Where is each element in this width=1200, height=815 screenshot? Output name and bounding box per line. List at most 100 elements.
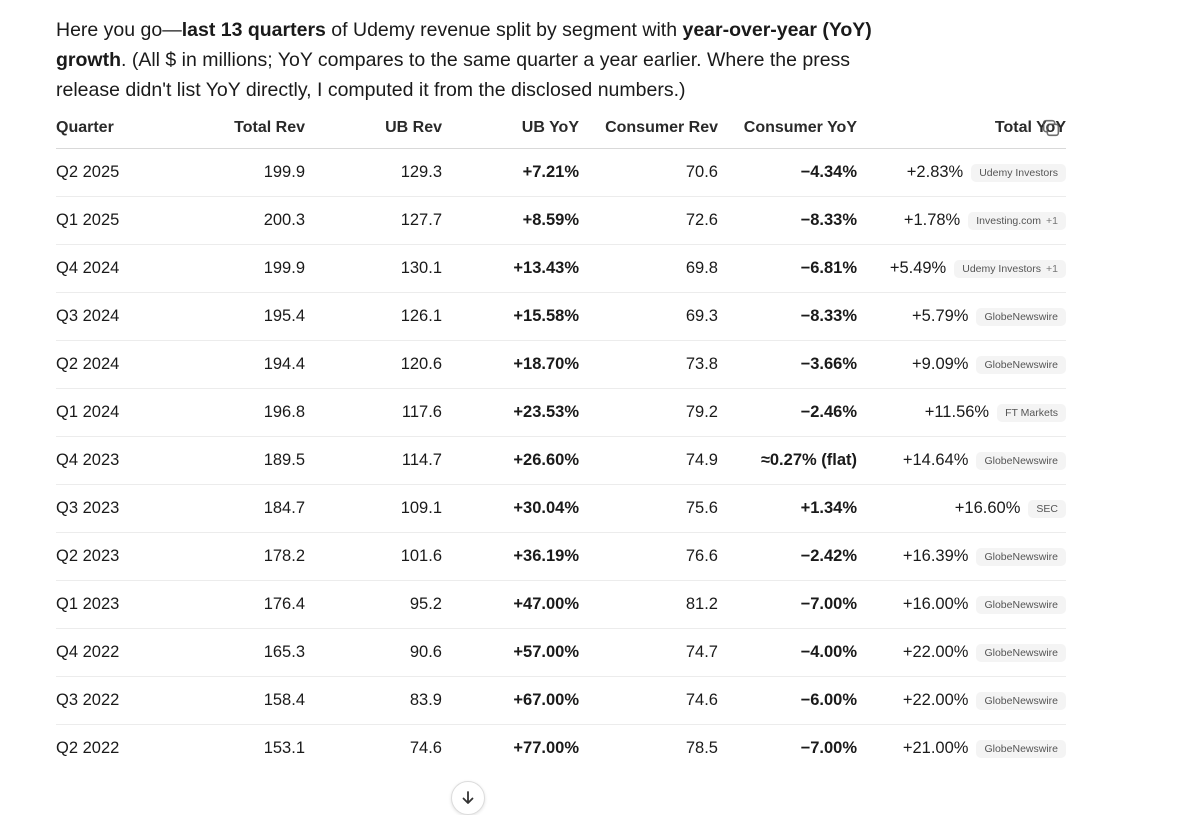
- consumer-yoy-cell: −3.66%: [718, 340, 857, 389]
- header-ub-yoy: UB YoY: [442, 108, 579, 149]
- ub-rev-cell: 101.6: [305, 532, 442, 581]
- consumer-yoy-cell: −8.33%: [718, 292, 857, 341]
- consumer-rev-cell: 74.9: [579, 436, 718, 485]
- ub-rev-cell: 74.6: [409, 739, 442, 757]
- quarter-cell: Q3 2023: [56, 484, 176, 533]
- source-chip[interactable]: GlobeNewswire: [976, 739, 1066, 758]
- ub-yoy-cell: +13.43%: [442, 244, 579, 293]
- table-row: Q2 2024 194.4 120.6 +18.70% 73.8 −3.66% +9.09%…: [56, 340, 1066, 389]
- total-rev-cell: 176.4: [176, 580, 305, 629]
- ub-rev-cell: 117.6: [305, 388, 442, 437]
- consumer-yoy-cell: +1.34%: [718, 484, 857, 533]
- source-more-count: +1: [1046, 214, 1058, 227]
- source-chip[interactable]: SEC: [1028, 499, 1066, 518]
- total-yoy-cell: +5.49% Udemy Investors +1: [857, 244, 1066, 293]
- quarter-cell: Q2 2025: [56, 148, 176, 197]
- quarter-cell: Q1 2023: [56, 580, 176, 629]
- source-chip[interactable]: GlobeNewswire: [976, 355, 1066, 374]
- source-label: GlobeNewswire: [984, 310, 1058, 323]
- ub-rev-cell: 129.3: [305, 148, 442, 197]
- source-chip[interactable]: GlobeNewswire: [976, 691, 1066, 710]
- table-row: Q2 2025 199.9 129.3 +7.21% 70.6 −4.34% +2.83% U…: [56, 148, 1066, 197]
- consumer-rev-cell: 69.3: [579, 292, 718, 341]
- total-yoy-cell: +16.39% GlobeNewswire: [857, 532, 1066, 581]
- header-quarter: Quarter: [56, 108, 176, 149]
- header-ub-rev: UB Rev: [305, 108, 442, 149]
- source-chip[interactable]: GlobeNewswire: [976, 307, 1066, 326]
- consumer-yoy-cell: −2.42%: [718, 532, 857, 581]
- consumer-yoy-cell: −4.00%: [718, 628, 857, 677]
- source-chip[interactable]: Investing.com +1: [968, 211, 1066, 230]
- table-row: Q2 2022 153.1 74.6 +77.00% 78.5 −7.00% +21.00%…: [56, 725, 1066, 773]
- consumer-rev-cell: 79.2: [579, 388, 718, 437]
- total-rev-cell: 184.7: [176, 484, 305, 533]
- ub-rev-cell: 130.1: [305, 244, 442, 293]
- source-chip[interactable]: Udemy Investors: [971, 163, 1066, 182]
- total-yoy-value: +14.64%: [902, 451, 969, 469]
- total-rev-cell: 199.9: [176, 148, 305, 197]
- source-chip[interactable]: FT Markets: [997, 403, 1066, 422]
- scroll-down-button[interactable]: [451, 781, 485, 815]
- table-row: Q3 2022 158.4 83.9 +67.00% 74.6 −6.00% +22.00%…: [56, 676, 1066, 725]
- total-yoy-value: +11.56%: [924, 403, 990, 421]
- header-consumer-yoy: Consumer YoY: [718, 108, 857, 149]
- source-chip[interactable]: GlobeNewswire: [976, 643, 1066, 662]
- ub-rev-cell: 126.1: [305, 292, 442, 341]
- ub-yoy-cell: +57.00%: [442, 628, 579, 677]
- quarter-cell: Q2 2024: [56, 340, 176, 389]
- copy-icon[interactable]: [1040, 117, 1062, 139]
- source-label: Investing.com: [976, 214, 1042, 227]
- source-chip[interactable]: Udemy Investors +1: [954, 259, 1066, 278]
- total-yoy-cell: +14.64% GlobeNewswire: [857, 436, 1066, 485]
- arrow-down-icon: [462, 791, 474, 804]
- ub-rev-cell: 90.6: [305, 628, 442, 677]
- table-row: Q4 2024 199.9 130.1 +13.43% 69.8 −6.81% +5.49%…: [56, 244, 1066, 293]
- consumer-yoy-cell: −8.33%: [718, 196, 857, 245]
- total-yoy-cell: +16.00% GlobeNewswire: [857, 580, 1066, 629]
- ub-yoy-cell: +67.00%: [442, 676, 579, 725]
- consumer-yoy-cell: −7.00%: [718, 580, 857, 629]
- source-more-count: +1: [1046, 262, 1058, 275]
- consumer-yoy-cell: ≈0.27% (flat): [718, 436, 857, 485]
- intro-text-3: . (All $ in millions; YoY compares to th…: [56, 49, 851, 101]
- table-row: Q1 2024 196.8 117.6 +23.53% 79.2 −2.46% +11.56…: [56, 388, 1066, 437]
- source-chip[interactable]: GlobeNewswire: [976, 547, 1066, 566]
- total-rev-cell: 196.8: [176, 388, 305, 437]
- source-label: FT Markets: [1005, 406, 1058, 419]
- total-yoy-value: +16.60%: [954, 499, 1021, 517]
- total-yoy-value: +9.09%: [912, 355, 969, 373]
- total-rev-cell: 199.9: [176, 244, 305, 293]
- consumer-yoy-cell: −2.46%: [718, 388, 857, 437]
- ub-yoy-cell: +47.00%: [442, 580, 579, 629]
- quarter-cell: Q4 2022: [56, 628, 176, 677]
- consumer-yoy-cell: −6.81%: [718, 244, 857, 293]
- total-yoy-cell: +9.09% GlobeNewswire: [857, 340, 1066, 389]
- source-chip[interactable]: GlobeNewswire: [976, 451, 1066, 470]
- consumer-rev-cell: 69.8: [579, 244, 718, 293]
- total-yoy-value: +2.83%: [906, 163, 964, 181]
- total-yoy-cell: +21.00% GlobeNewswire: [857, 725, 1066, 773]
- table-row: Q1 2025 200.3 127.7 +8.59% 72.6 −8.33% +1.78% I…: [56, 196, 1066, 245]
- total-yoy-cell: +22.00% GlobeNewswire: [857, 628, 1066, 677]
- consumer-rev-cell: 76.6: [579, 532, 718, 581]
- source-label: GlobeNewswire: [984, 550, 1058, 563]
- total-yoy-value: +5.79%: [912, 307, 969, 325]
- quarter-cell: Q3 2024: [56, 292, 176, 341]
- consumer-rev-cell: 75.6: [579, 484, 718, 533]
- quarter-cell: Q3 2022: [56, 676, 176, 725]
- total-yoy-value: +22.00%: [902, 643, 969, 661]
- source-chip[interactable]: GlobeNewswire: [976, 595, 1066, 614]
- intro-text-1: Here you go—: [56, 19, 182, 41]
- quarter-cell: Q4 2023: [56, 436, 176, 485]
- total-rev-cell: 200.3: [176, 196, 305, 245]
- table-row: Q2 2023 178.2 101.6 +36.19% 76.6 −2.42% +16.39…: [56, 532, 1066, 581]
- ub-yoy-cell: +26.60%: [442, 436, 579, 485]
- total-yoy-cell: +22.00% GlobeNewswire: [857, 676, 1066, 725]
- source-label: GlobeNewswire: [984, 598, 1058, 611]
- total-yoy-cell: +1.78% Investing.com +1: [857, 196, 1066, 245]
- table-row: Q1 2023 176.4 95.2 +47.00% 81.2 −7.00% +16.00%…: [56, 580, 1066, 629]
- ub-yoy-cell: +18.70%: [442, 340, 579, 389]
- ub-rev-cell: 127.7: [305, 196, 442, 245]
- total-rev-cell: 194.4: [176, 340, 305, 389]
- intro-paragraph: Here you go—last 13 quarters of Udemy re…: [56, 15, 916, 105]
